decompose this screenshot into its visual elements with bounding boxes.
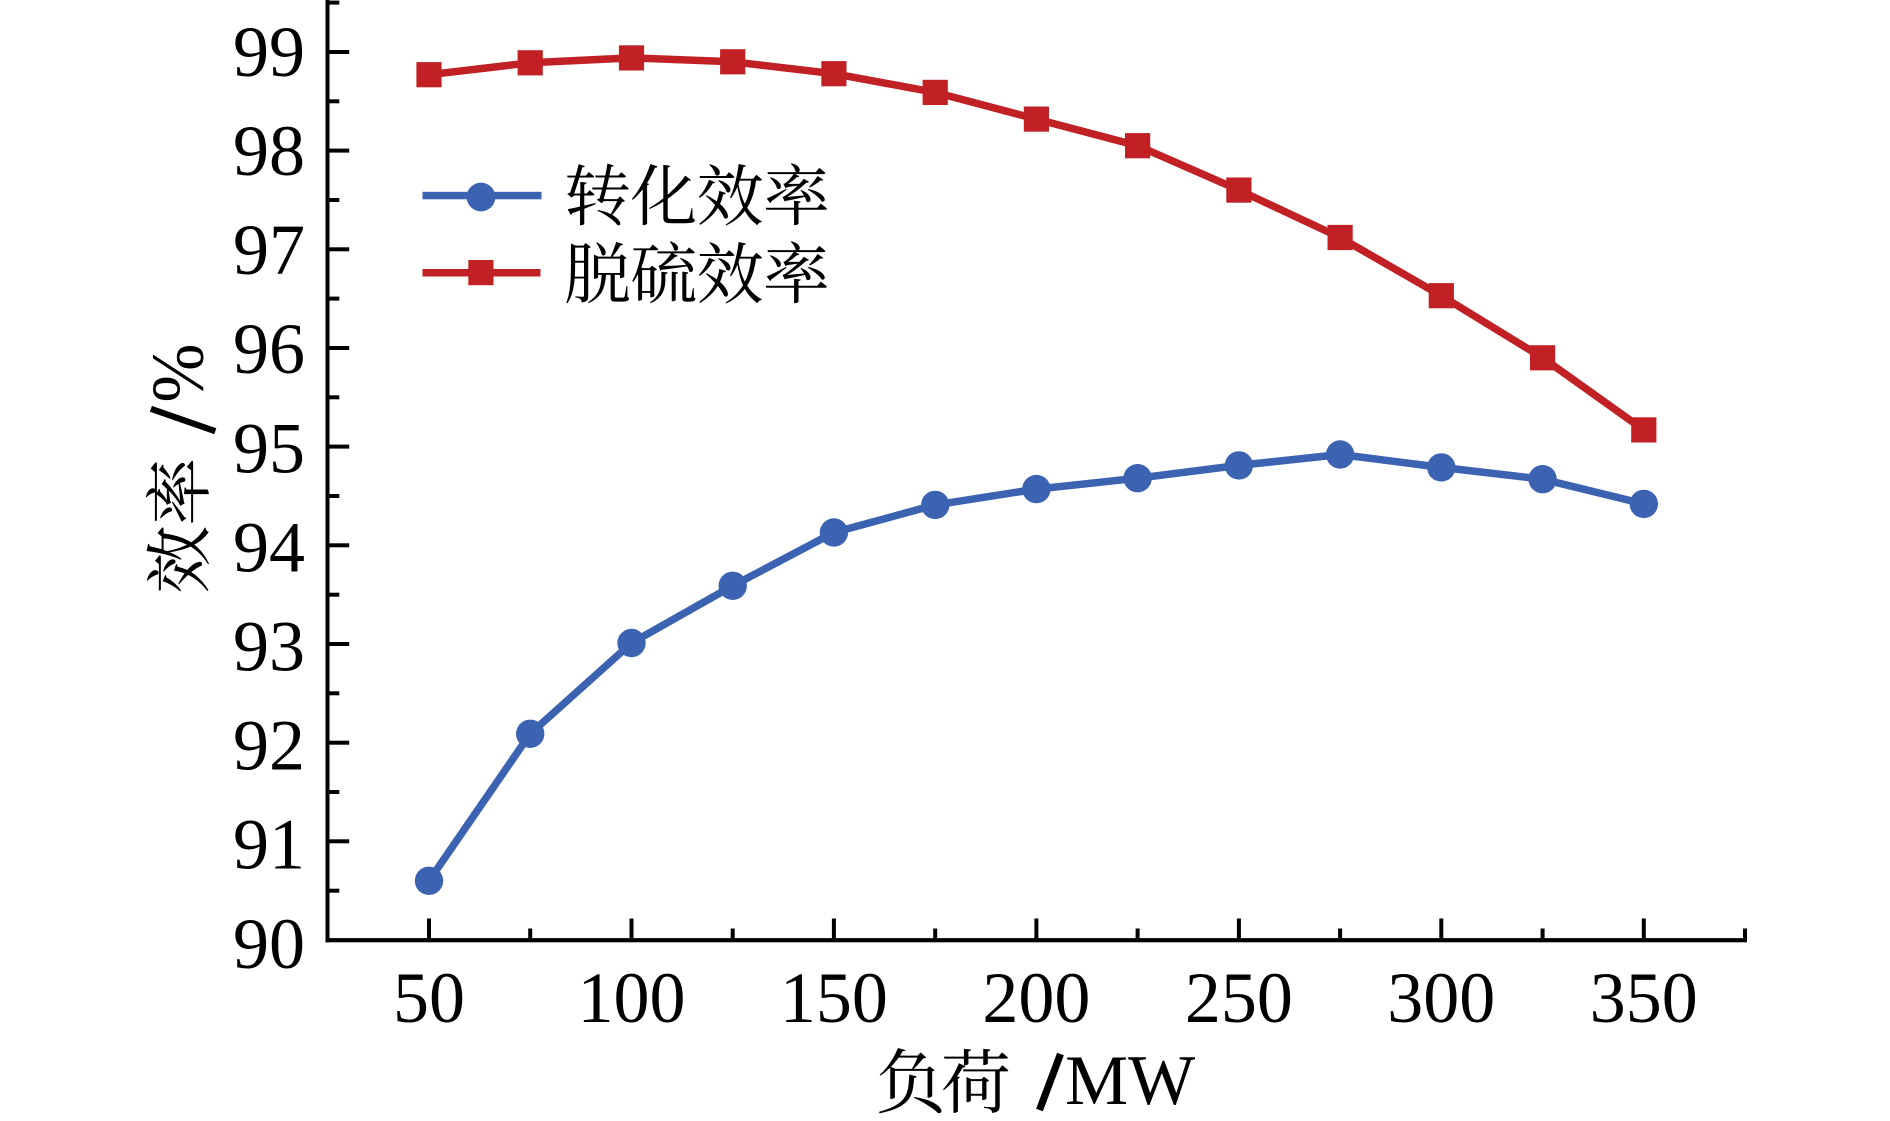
svg-text:92: 92 xyxy=(233,706,305,786)
svg-text:97: 97 xyxy=(233,210,305,290)
svg-text:%: % xyxy=(136,344,219,403)
svg-text:100: 100 xyxy=(578,958,686,1038)
svg-text:200: 200 xyxy=(982,958,1090,1038)
svg-text:96: 96 xyxy=(233,309,305,389)
svg-text:90: 90 xyxy=(233,904,305,984)
svg-text:50: 50 xyxy=(393,958,465,1038)
svg-text:150: 150 xyxy=(780,958,888,1038)
svg-text:98: 98 xyxy=(233,111,305,191)
svg-text:95: 95 xyxy=(233,408,305,488)
svg-text:300: 300 xyxy=(1387,958,1495,1038)
svg-text:350: 350 xyxy=(1590,958,1698,1038)
svg-text:94: 94 xyxy=(233,507,305,587)
svg-text:MW: MW xyxy=(1065,1042,1195,1120)
svg-text:93: 93 xyxy=(233,607,305,687)
svg-text:250: 250 xyxy=(1185,958,1293,1038)
svg-text:91: 91 xyxy=(233,805,305,885)
svg-text:99: 99 xyxy=(233,12,305,92)
